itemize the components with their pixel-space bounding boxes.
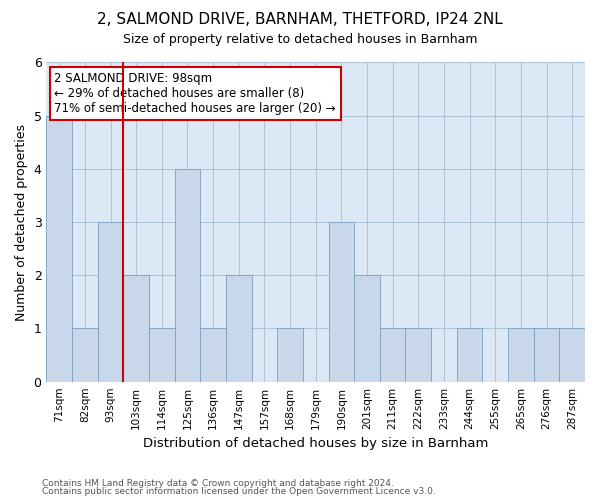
Bar [277,328,303,382]
Bar [380,328,406,382]
Bar [406,328,431,382]
Bar [329,222,354,382]
Bar [457,328,482,382]
Bar [200,328,226,382]
Bar [124,276,149,382]
Bar [508,328,534,382]
Bar [354,276,380,382]
Bar [149,328,175,382]
Text: 2 SALMOND DRIVE: 98sqm
← 29% of detached houses are smaller (8)
71% of semi-deta: 2 SALMOND DRIVE: 98sqm ← 29% of detached… [55,72,336,115]
Text: Size of property relative to detached houses in Barnham: Size of property relative to detached ho… [123,32,477,46]
X-axis label: Distribution of detached houses by size in Barnham: Distribution of detached houses by size … [143,437,488,450]
Bar [46,116,72,382]
Bar [226,276,251,382]
Bar [534,328,559,382]
Bar [559,328,585,382]
Text: Contains public sector information licensed under the Open Government Licence v3: Contains public sector information licen… [42,487,436,496]
Bar [98,222,124,382]
Bar [175,169,200,382]
Text: 2, SALMOND DRIVE, BARNHAM, THETFORD, IP24 2NL: 2, SALMOND DRIVE, BARNHAM, THETFORD, IP2… [97,12,503,28]
Text: Contains HM Land Registry data © Crown copyright and database right 2024.: Contains HM Land Registry data © Crown c… [42,478,394,488]
Y-axis label: Number of detached properties: Number of detached properties [15,124,28,320]
Bar [72,328,98,382]
